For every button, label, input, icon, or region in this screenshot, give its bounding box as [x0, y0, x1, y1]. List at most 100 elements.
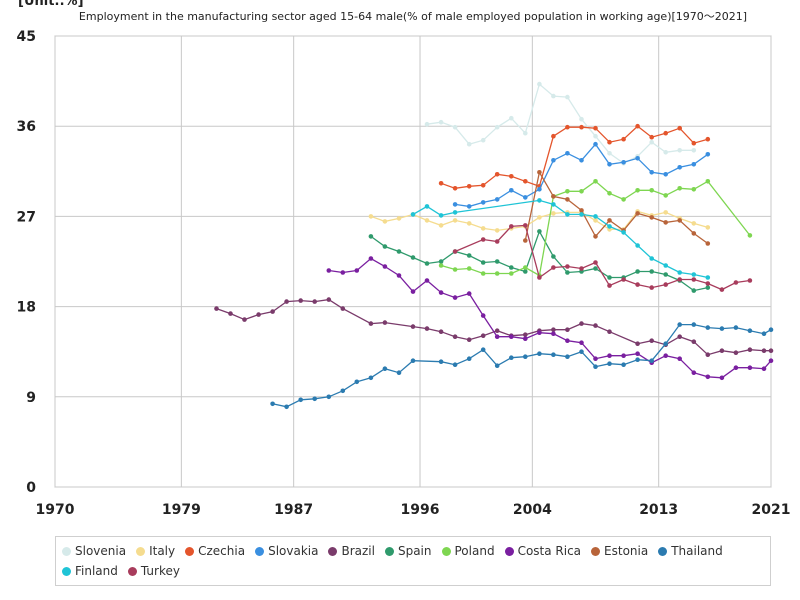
data-point	[326, 268, 332, 273]
data-point	[565, 124, 570, 130]
data-point	[452, 186, 458, 191]
data-point	[551, 327, 556, 333]
legend-label: Poland	[454, 544, 495, 558]
data-point	[312, 299, 318, 304]
data-point	[480, 183, 486, 188]
data-point	[396, 216, 402, 221]
data-point	[382, 366, 388, 372]
data-point	[579, 124, 584, 130]
data-point	[705, 281, 711, 286]
data-point	[607, 139, 612, 145]
data-point	[466, 266, 472, 271]
data-point	[242, 317, 247, 322]
x-tick-label: 1996	[401, 502, 440, 518]
data-point	[452, 334, 458, 340]
data-point	[691, 272, 697, 277]
data-point	[607, 151, 612, 156]
data-point	[579, 340, 584, 346]
data-point	[382, 219, 388, 224]
data-point	[466, 221, 472, 226]
data-point	[593, 218, 598, 223]
legend-item[interactable]: Brazil	[328, 541, 375, 561]
data-point	[424, 218, 430, 223]
data-point	[761, 348, 767, 354]
data-point	[607, 329, 612, 335]
series-costa-rica	[326, 256, 774, 381]
data-point	[635, 282, 640, 287]
data-point	[494, 363, 500, 369]
legend-item[interactable]: Finland	[62, 561, 118, 581]
data-point	[747, 328, 753, 334]
data-point	[354, 268, 360, 273]
data-point	[768, 348, 774, 354]
data-point	[593, 125, 598, 131]
data-point	[579, 321, 584, 326]
legend-label: Italy	[149, 544, 176, 558]
x-tick-label: 2013	[639, 502, 678, 518]
data-point	[677, 356, 682, 362]
data-point	[228, 311, 233, 316]
legend-item[interactable]: Estonia	[591, 541, 648, 561]
legend-item[interactable]: Thailand	[658, 541, 723, 561]
legend-item[interactable]: Costa Rica	[504, 541, 581, 561]
data-point	[494, 259, 500, 264]
legend-item[interactable]: Turkey	[127, 561, 180, 581]
data-point	[551, 265, 556, 270]
legend-item[interactable]: Slovakia	[255, 541, 318, 561]
series-layer	[214, 81, 774, 410]
legend-label: Spain	[397, 544, 432, 558]
legend-item[interactable]: Spain	[384, 541, 432, 561]
series-thailand	[270, 322, 774, 410]
legend-item[interactable]: Poland	[441, 541, 495, 561]
series-czechia	[438, 123, 711, 191]
chart-title: Employment in the manufacturing sector a…	[78, 10, 748, 23]
series-turkey	[452, 223, 753, 292]
data-point	[410, 255, 416, 260]
data-point	[494, 328, 500, 334]
data-point	[579, 212, 584, 217]
series-line	[455, 143, 709, 208]
data-point	[649, 215, 654, 220]
legend-item[interactable]: Czechia	[185, 541, 245, 561]
data-point	[635, 188, 640, 193]
data-point	[466, 356, 472, 362]
data-point	[635, 211, 640, 216]
data-point	[438, 223, 444, 228]
data-point	[747, 233, 753, 238]
data-point	[354, 379, 360, 385]
data-point	[523, 195, 528, 200]
data-point	[438, 263, 444, 268]
data-point	[565, 197, 570, 202]
x-tick-label: 2004	[513, 502, 552, 518]
data-point	[480, 237, 486, 242]
data-point	[480, 226, 486, 231]
data-point	[494, 172, 500, 177]
data-point	[635, 123, 640, 129]
data-point	[621, 197, 626, 202]
legend-item[interactable]: Italy	[136, 541, 175, 561]
data-point	[621, 277, 626, 282]
data-point	[663, 150, 668, 155]
data-point	[551, 202, 556, 207]
series-line	[454, 224, 750, 291]
data-point	[663, 272, 668, 277]
data-point	[480, 347, 486, 353]
legend-swatch	[328, 547, 338, 556]
data-point	[649, 338, 654, 344]
tick-labels: 0 9 18 27 36 45 1970 1979 1987 1996 2004 2013 2021	[17, 29, 791, 518]
data-point	[466, 184, 472, 189]
data-point	[649, 269, 654, 274]
data-point	[410, 289, 416, 294]
data-point	[312, 396, 318, 402]
data-point	[410, 212, 416, 217]
data-point	[523, 336, 528, 342]
data-point	[663, 172, 668, 177]
data-point	[691, 221, 697, 226]
data-point	[635, 351, 640, 357]
data-point	[509, 355, 514, 361]
legend-item[interactable]: Slovenia	[62, 541, 126, 561]
data-point	[768, 358, 774, 364]
data-point	[565, 94, 570, 100]
data-point	[621, 136, 626, 142]
data-point	[537, 215, 542, 220]
